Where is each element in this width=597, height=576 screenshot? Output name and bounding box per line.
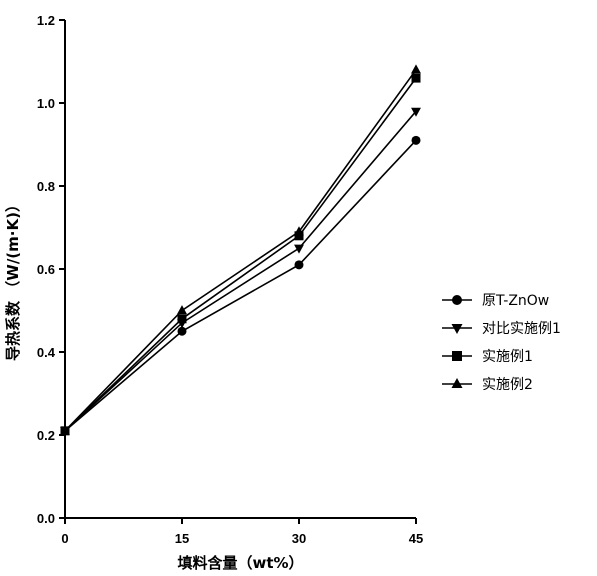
y-tick-label: 1.2 — [37, 13, 55, 28]
data-point — [411, 64, 421, 74]
y-tick-label: 0.8 — [37, 179, 55, 194]
series-layer — [60, 64, 421, 437]
legend-label: 实施例2 — [482, 377, 533, 393]
data-point — [177, 305, 187, 315]
x-tick-label: 0 — [61, 531, 68, 546]
legend-item: 实施例2 — [442, 377, 533, 393]
y-tick-label: 0.6 — [37, 262, 55, 277]
data-point — [411, 107, 421, 117]
legend-label: 实施例1 — [482, 349, 533, 365]
x-axis: 0 15 30 45 — [61, 517, 423, 546]
legend-item: 原T-ZnOw — [442, 293, 549, 309]
legend-item: 实施例1 — [442, 349, 533, 365]
y-tick-label: 0.0 — [37, 511, 55, 526]
series-line — [64, 139, 417, 432]
x-tick-label: 30 — [292, 531, 306, 546]
legend: 原T-ZnOw 对比实施例1 实施例1 实施例2 — [442, 293, 561, 393]
series-3 — [60, 64, 421, 435]
series-line — [64, 77, 417, 432]
data-point — [177, 326, 187, 336]
series-line — [64, 110, 417, 432]
y-tick-label: 0.2 — [37, 428, 55, 443]
data-point — [411, 73, 421, 83]
data-point — [411, 135, 421, 145]
series-line — [64, 69, 417, 432]
data-point — [294, 260, 304, 270]
legend-label: 对比实施例1 — [482, 321, 561, 337]
series-2 — [60, 73, 421, 436]
y-axis: 0.0 0.2 0.4 0.6 0.8 1.0 1.2 — [37, 13, 66, 526]
legend-item: 对比实施例1 — [442, 321, 561, 337]
data-point — [177, 314, 187, 324]
y-tick-label: 0.4 — [37, 345, 56, 360]
legend-marker — [452, 351, 462, 361]
x-tick-label: 45 — [409, 531, 423, 546]
data-point — [294, 231, 304, 241]
legend-label: 原T-ZnOw — [482, 293, 549, 309]
legend-marker — [452, 295, 462, 305]
legend-marker — [451, 324, 463, 334]
x-axis-title: 填料含量（wt%） — [177, 554, 303, 572]
legend-marker — [451, 378, 463, 388]
data-point — [294, 226, 304, 236]
y-tick-label: 1.0 — [37, 96, 55, 111]
data-point — [294, 244, 304, 254]
y-axis-title: 导热系数 （W/(m·K)） — [4, 197, 22, 361]
data-point — [60, 425, 70, 435]
x-tick-label: 15 — [175, 531, 189, 546]
